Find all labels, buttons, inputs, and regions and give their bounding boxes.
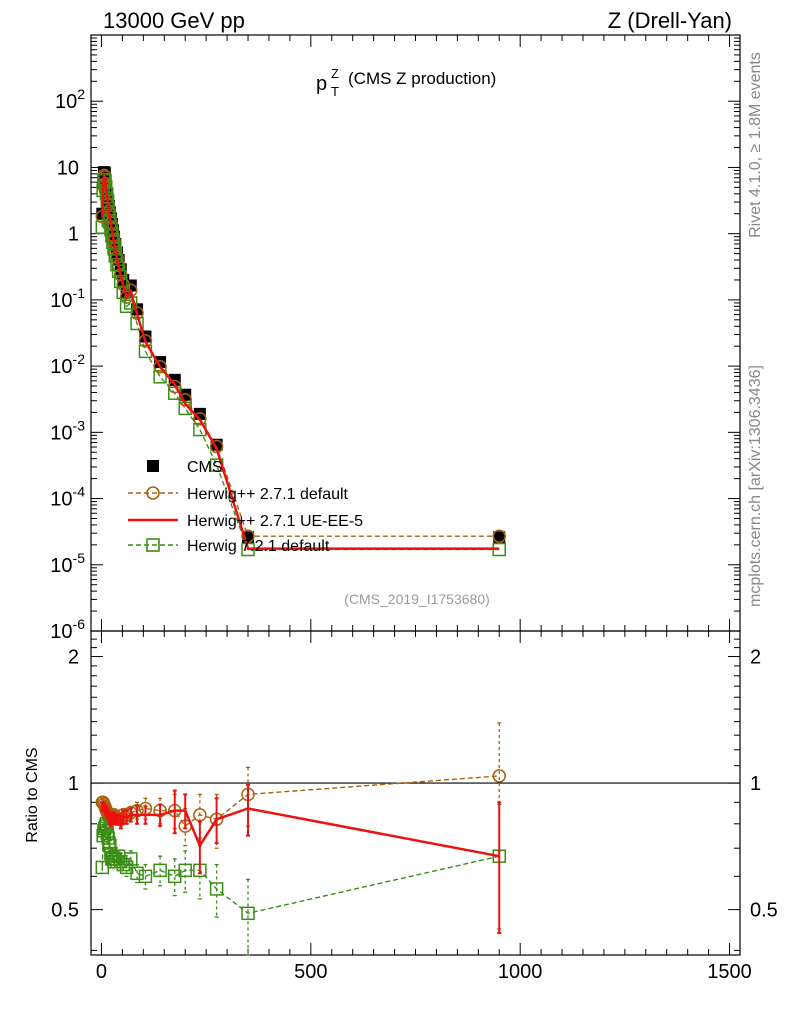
ratio-y-tick-label: 2	[68, 647, 79, 669]
herwig7-default-ratio-point	[241, 906, 255, 921]
herwig7-default-ratio-point	[124, 852, 138, 866]
ratio-line-herwig7-default	[101, 823, 500, 915]
title-sup-z: Z	[331, 66, 339, 81]
title-p: p	[316, 73, 327, 95]
legend-entry-herwigpp-default: Herwig++ 2.7.1 default	[128, 486, 349, 503]
main-y-tick-label: 10	[57, 157, 79, 179]
ratio-y-tick-label-right: 2	[750, 647, 761, 669]
ratio-x-tick-label: 1000	[498, 961, 543, 983]
legend-label-herwig7-default: Herwig 7.2.1 default	[187, 538, 330, 555]
herwigpp-default-ratio-point	[492, 769, 506, 783]
ratio-panel-data	[95, 722, 506, 956]
header-left-title: 13000 GeV pp	[103, 8, 245, 33]
ratio-y-tick-label: 0.5	[51, 900, 79, 922]
legend-marker-cms	[147, 460, 159, 472]
main-y-tick-label: 1	[68, 224, 79, 246]
main-panel-data	[95, 166, 506, 557]
header-right-title: Z (Drell-Yan)	[608, 8, 732, 33]
herwig7-default-point	[153, 370, 167, 384]
herwig7-default-ratio-point	[153, 863, 167, 878]
main-y-tick-label: 10-5	[50, 550, 85, 577]
series-line-herwigpp-default	[101, 172, 500, 537]
herwig7-default-ratio-point	[101, 831, 115, 845]
cms-data-point	[168, 373, 181, 386]
series-line-herwigpp-ueee5	[101, 171, 500, 550]
ratio-x-tick-label: 1500	[707, 961, 752, 983]
legend-label-herwigpp-default: Herwig++ 2.7.1 default	[187, 486, 349, 503]
ratio-y-axis-label: Ratio to CMS	[24, 747, 41, 842]
herwig7-default-ratio-point	[102, 836, 116, 850]
ratio-line-herwigpp-ueee5	[102, 805, 500, 858]
ratio-x-tick-label: 0	[96, 961, 107, 983]
herwigpp-default-point	[153, 359, 167, 374]
ratio-frame	[90, 630, 741, 956]
ratio-x-tick-label: 500	[294, 961, 327, 983]
legend-marker-herwig7-default	[146, 538, 160, 552]
herwigpp-default-point	[492, 529, 506, 543]
main-y-tick-label: 102	[55, 86, 85, 113]
herwig7-default-point	[124, 296, 138, 310]
analysis-label: (CMS_2019_I1753680)	[344, 591, 490, 607]
herwig7-default-point	[119, 299, 134, 314]
herwig7-default-ratio-point	[98, 821, 112, 836]
legend: CMS Herwig++ 2.7.1 default Herwig++ 2.7.…	[128, 459, 363, 555]
herwig7-default-ratio-point	[209, 882, 224, 896]
main-y-tick-label: 10-2	[50, 351, 85, 378]
ratio-panel-axes: 0.5 0.5 1 1 2 2 0 500 1000 1500	[51, 630, 778, 983]
herwig7-default-ratio-point	[130, 866, 144, 881]
herwig7-default-ratio-point	[103, 838, 117, 853]
legend-marker-herwigpp-default	[146, 486, 160, 500]
cms-data-point	[154, 356, 167, 369]
title-rest: (CMS Z production)	[348, 69, 496, 88]
ratio-y-tick-label-right: 0.5	[750, 900, 778, 922]
main-y-tick-label: 10-4	[50, 484, 85, 511]
main-y-tick-label: 10-6	[50, 616, 85, 643]
herwigpp-default-point	[241, 529, 255, 543]
cms-data-point	[493, 531, 506, 544]
legend-entry-herwigpp-ueee5: Herwig++ 2.7.1 UE-EE-5	[128, 513, 363, 530]
legend-entry-herwig7-default: Herwig 7.2.1 default	[128, 538, 330, 555]
herwig7-default-ratio-point	[138, 869, 153, 884]
mcplots-label: mcplots.cern.ch [arXiv:1306.3436]	[747, 365, 764, 607]
legend-label-cms: CMS	[187, 459, 223, 476]
legend-label-herwigpp-ueee5: Herwig++ 2.7.1 UE-EE-5	[187, 513, 363, 530]
ratio-y-tick-label-right: 1	[750, 773, 761, 795]
ratio-y-tick-label: 1	[68, 773, 79, 795]
main-y-tick-label: 10-3	[50, 417, 85, 444]
main-y-tick-label: 10-1	[50, 285, 85, 312]
main-plot-title: p Z T (CMS Z production)	[316, 66, 496, 99]
herwigpp-default-point	[193, 412, 207, 426]
legend-entry-cms: CMS	[147, 459, 223, 476]
title-sub-t: T	[331, 84, 339, 99]
rivet-version-label: Rivet 4.1.0, ≥ 1.8M events	[747, 52, 764, 238]
herwig7-default-ratio-point	[178, 863, 192, 878]
herwigpp-default-point	[138, 334, 153, 348]
